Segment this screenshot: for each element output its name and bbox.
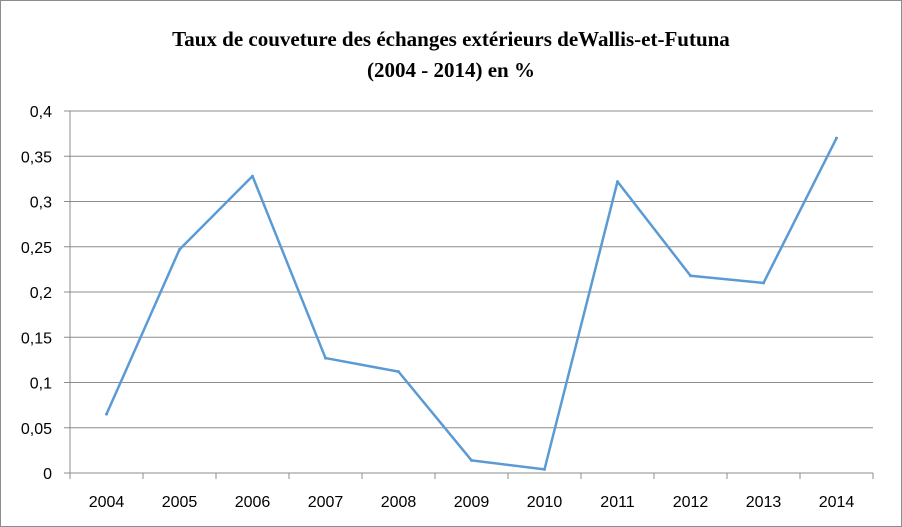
data-point — [251, 174, 254, 178]
x-axis-tick-labels: 2004 2005 2006 2007 2008 2009 2010 2011 2012 2013… — [89, 494, 855, 511]
x-tick-label: 2004 — [89, 494, 125, 511]
data-point — [835, 136, 838, 140]
data-point — [105, 412, 108, 416]
x-tick-label: 2013 — [746, 494, 782, 511]
data-point — [324, 356, 327, 360]
x-tick-label: 2010 — [527, 494, 563, 511]
x-tick-label: 2007 — [308, 494, 344, 511]
data-point — [689, 274, 692, 278]
data-point — [616, 180, 619, 184]
y-tick-label: 0 — [43, 466, 52, 483]
y-tick-label: 0,4 — [30, 104, 52, 121]
chart-title-line-1: Taux de couveture des échanges extérieur… — [172, 27, 730, 51]
data-point — [543, 467, 546, 471]
x-tick-label: 2014 — [819, 494, 855, 511]
y-tick-label: 0,05 — [21, 421, 52, 438]
y-tick-label: 0,1 — [30, 376, 52, 393]
y-tick-label: 0,3 — [30, 195, 52, 212]
series-line — [105, 136, 838, 471]
chart-title: Taux de couveture des échanges extérieur… — [0, 24, 902, 86]
x-tick-label: 2005 — [162, 494, 198, 511]
data-point — [470, 458, 473, 462]
x-tick-label: 2012 — [673, 494, 709, 511]
y-tick-label: 0,25 — [21, 240, 52, 257]
x-tick-label: 2009 — [454, 494, 490, 511]
x-tick-label: 2006 — [235, 494, 271, 511]
series-group — [105, 136, 838, 471]
y-tick-label: 0,15 — [21, 330, 52, 347]
x-tick-label: 2008 — [381, 494, 417, 511]
gridlines — [70, 110, 873, 429]
axes — [64, 110, 874, 479]
chart-title-line-2: (2004 - 2014) en % — [367, 58, 535, 82]
y-tick-label: 0,35 — [21, 149, 52, 166]
data-point — [762, 281, 765, 285]
y-axis-tick-labels: 0 0,05 0,1 0,15 0,2 0,25 0,3 0,35 0,4 — [21, 104, 52, 483]
data-point — [178, 247, 181, 251]
data-point — [397, 370, 400, 374]
x-tick-label: 2011 — [600, 494, 635, 511]
y-tick-label: 0,2 — [30, 285, 52, 302]
